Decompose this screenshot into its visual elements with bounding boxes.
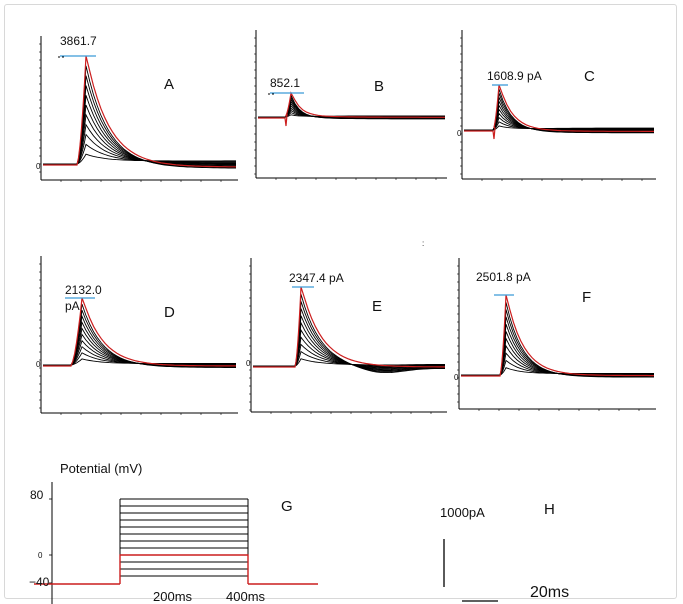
panel-d-current-trace xyxy=(43,303,236,368)
panel-c-current-trace xyxy=(464,88,654,134)
panel-b-current-trace xyxy=(258,93,445,120)
panel-a-current-trace xyxy=(43,95,236,167)
panel-f-peak-label: 2501.8 pA xyxy=(476,270,531,284)
panel-f-traces xyxy=(461,294,654,378)
panel-f-letter: F xyxy=(582,289,591,306)
panel-d-letter: D xyxy=(164,304,175,321)
panel-e-current-trace xyxy=(253,321,445,370)
panel-h: 1000pA H 20ms xyxy=(440,501,569,602)
panel-c-current-trace xyxy=(464,95,654,133)
panel-e-axes xyxy=(249,258,447,414)
panel-g: Potential (mV) 80 0 −40 200ms 400ms G xyxy=(29,461,318,604)
panel-d-current-trace xyxy=(43,310,236,368)
panel-b: B 852.1 xyxy=(254,30,447,180)
panel-c-current-trace xyxy=(464,104,654,132)
panel-f-zero-label: 0 xyxy=(454,373,459,382)
panel-g-steps xyxy=(34,498,318,585)
panel-d-peak-trace xyxy=(43,297,236,367)
panel-d-current-trace xyxy=(43,333,236,366)
panel-f-current-trace xyxy=(461,323,654,377)
panel-g-ylabel: Potential (mV) xyxy=(60,461,142,476)
panel-b-axes xyxy=(254,30,447,180)
panel-e-peak-label: 2347.4 pA xyxy=(289,271,344,285)
panel-a-current-trace xyxy=(43,65,236,169)
panel-e-zero-label: 0 xyxy=(246,359,251,368)
panel-e-peak-trace xyxy=(253,286,445,368)
panel-c-axes xyxy=(460,30,656,181)
panel-e-letter: E xyxy=(372,298,382,315)
panel-g-ytick-minus40: −40 xyxy=(29,575,50,589)
panel-e-current-trace xyxy=(253,308,445,372)
panel-e-traces xyxy=(253,286,445,374)
panel-a-axes xyxy=(39,36,238,182)
panel-c-current-trace xyxy=(464,112,654,131)
panel-b-peak-label: 852.1 xyxy=(270,76,300,90)
panel-g-ytick-80: 80 xyxy=(30,488,44,502)
panel-e-current-trace xyxy=(253,315,445,371)
panel-a-peak-label: 3861.7 xyxy=(60,34,97,48)
scale-bar-current-label: 1000pA xyxy=(440,505,485,520)
panel-e: E 2347.4 pA 0 : xyxy=(246,239,447,414)
scale-bar-time-label: 20ms xyxy=(530,584,569,601)
panel-g-ytick-0: 0 xyxy=(38,551,43,560)
panel-a-current-trace xyxy=(43,85,236,167)
panel-f-current-trace xyxy=(461,344,654,376)
panel-c-current-trace xyxy=(464,108,654,131)
panel-c-current-trace xyxy=(464,93,654,133)
panel-g-highlight-step xyxy=(119,554,249,584)
panel-f-current-trace xyxy=(461,337,654,376)
panel-f-axes xyxy=(457,258,656,411)
panel-f-current-trace xyxy=(461,331,654,376)
panel-d-peak-label-line2: pA xyxy=(65,299,80,313)
panel-b-traces xyxy=(258,91,446,127)
panel-c-current-trace xyxy=(464,99,654,132)
panel-d-axes xyxy=(39,256,238,415)
panel-e-current-trace xyxy=(253,301,445,373)
panel-d-peak-label-line1: 2132.0 xyxy=(65,283,102,297)
panel-f-current-trace xyxy=(461,302,654,378)
panel-e-current-trace xyxy=(253,328,445,369)
panel-d-peak-label: 2132.0 pA xyxy=(65,283,105,313)
panel-f-peak-trace xyxy=(461,294,654,377)
panel-c: C 1608.9 pA 0 xyxy=(457,30,656,181)
panel-d-traces xyxy=(43,297,237,368)
panel-a-zero-label: 0 xyxy=(36,162,41,171)
panel-g-xtick-200ms: 200ms xyxy=(153,589,193,604)
panel-g-axes xyxy=(49,482,53,604)
panel-f-current-trace xyxy=(461,309,654,378)
panel-f-current-trace xyxy=(461,316,654,377)
panel-a: A 3861.7 0 xyxy=(36,34,238,182)
panel-c-letter: C xyxy=(584,68,595,85)
panel-a-traces xyxy=(43,55,236,169)
panel-d-zero-label: 0 xyxy=(36,360,41,369)
panel-d-current-trace xyxy=(43,327,236,367)
panel-e-current-trace xyxy=(253,294,445,374)
panel-b-letter: B xyxy=(374,78,384,95)
panel-c-current-trace xyxy=(464,121,654,131)
panel-f: F 2501.8 pA 0 xyxy=(454,258,656,411)
panel-c-peak-label: 1608.9 pA xyxy=(487,69,542,83)
figure-border xyxy=(4,4,677,599)
panel-e-speck: : xyxy=(422,239,424,248)
panel-g-letter: G xyxy=(281,498,293,515)
panel-a-peak-trace xyxy=(43,55,236,168)
panel-d-current-trace xyxy=(43,320,237,367)
panel-g-xtick-400ms: 400ms xyxy=(226,589,266,604)
panel-a-current-trace xyxy=(43,75,236,168)
panel-c-zero-label: 0 xyxy=(457,129,462,138)
panel-d: D 2132.0 pA 0 xyxy=(36,256,238,415)
panel-h-letter: H xyxy=(544,501,555,518)
panel-a-letter: A xyxy=(164,76,174,93)
panel-f-current-trace xyxy=(461,359,654,376)
panel-d-current-trace xyxy=(43,314,236,368)
panel-c-traces xyxy=(464,84,654,140)
panel-b-peak-trace xyxy=(258,91,445,127)
panel-c-peak-trace xyxy=(464,84,654,140)
